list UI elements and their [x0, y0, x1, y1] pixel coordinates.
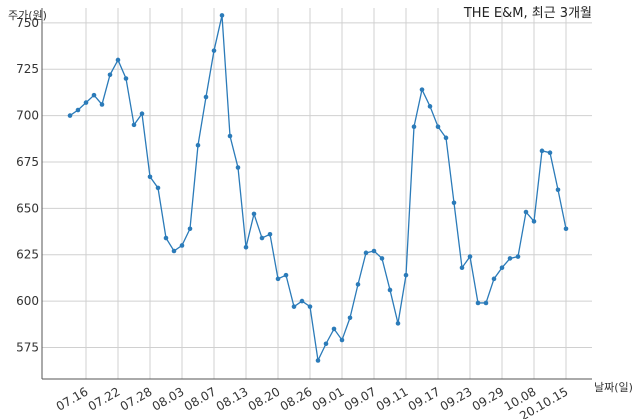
data-point [515, 254, 521, 259]
data-point [539, 148, 545, 154]
grid-lines [42, 8, 592, 379]
data-point [363, 250, 369, 256]
data-point [307, 304, 313, 309]
x-tick-label: 09.23 [438, 384, 475, 413]
data-point [451, 200, 457, 206]
chart-title: THE E&M, 최근 3개월 [463, 6, 592, 21]
data-point [499, 265, 505, 271]
data-point [435, 124, 441, 130]
y-tick-label: 675 [16, 155, 39, 169]
data-point [371, 248, 377, 254]
data-point [531, 219, 537, 224]
y-tick-label: 650 [16, 201, 39, 215]
x-tick-label: 09.29 [470, 384, 507, 413]
x-tick-label: 08.26 [278, 384, 315, 413]
data-point [67, 113, 73, 118]
x-tick-label: 08.03 [150, 384, 187, 413]
data-point [403, 272, 409, 278]
data-point [91, 92, 97, 98]
data-point [291, 304, 297, 309]
data-point [219, 13, 225, 18]
data-point [107, 72, 113, 78]
data-point [467, 254, 473, 259]
data-point [315, 358, 321, 363]
data-point [163, 235, 169, 241]
x-tick-label: 07.28 [118, 384, 155, 413]
data-point [347, 315, 353, 321]
x-tick-label: 08.13 [214, 384, 251, 413]
y-tick-label: 625 [16, 248, 39, 262]
data-point [339, 337, 345, 343]
data-point [427, 104, 433, 109]
data-point [123, 76, 129, 81]
data-point [171, 248, 177, 254]
data-point [251, 211, 257, 217]
data-point [331, 326, 337, 332]
data-point [443, 135, 449, 141]
x-axis-label: 날짜(일) [594, 380, 633, 394]
x-tick-label: 07.22 [86, 384, 123, 413]
x-tick-label: 08.07 [182, 384, 219, 413]
data-point [259, 235, 265, 241]
y-tick-labels: 575 600 625 650 675 700 725 750 [16, 16, 39, 355]
data-point [395, 321, 401, 326]
data-point [187, 226, 193, 232]
data-point [275, 276, 281, 282]
data-point [475, 300, 481, 306]
data-point [299, 298, 305, 304]
x-tick-label: 09.11 [374, 384, 411, 413]
data-point [115, 57, 121, 63]
data-point [203, 94, 209, 100]
y-tick-label: 575 [16, 340, 39, 354]
price-series [67, 13, 569, 363]
data-point [211, 48, 217, 53]
data-point [355, 282, 361, 287]
data-point [227, 133, 233, 139]
data-point [243, 244, 249, 250]
data-point [323, 341, 329, 347]
data-point [379, 256, 385, 261]
data-point [283, 272, 289, 278]
y-tick-label: 750 [16, 16, 39, 30]
data-point [83, 100, 89, 105]
x-tick-label: 07.16 [54, 384, 91, 413]
data-point [155, 185, 161, 191]
data-point [195, 142, 201, 148]
x-tick-label: 09.07 [342, 384, 379, 413]
data-point [483, 300, 489, 306]
data-point [491, 276, 497, 282]
y-tick-label: 700 [16, 109, 39, 123]
x-tick-label: 09.01 [310, 384, 347, 413]
data-point [139, 111, 145, 117]
y-axis-label: 주가(원) [8, 9, 47, 22]
x-tick-labels: 07.1607.2207.2808.0308.0708.1308.2008.26… [54, 384, 571, 419]
price-line [69, 15, 567, 363]
y-tick-label: 725 [16, 62, 39, 76]
data-point [75, 107, 81, 113]
data-point [547, 150, 553, 155]
data-point [99, 102, 105, 107]
data-point [411, 124, 417, 130]
data-point [507, 256, 513, 261]
data-point [131, 122, 137, 128]
x-tick-label: 08.20 [246, 384, 283, 413]
data-point [523, 209, 529, 215]
data-point [387, 287, 393, 293]
data-point [563, 226, 569, 232]
data-point [147, 174, 153, 180]
x-tick-label: 09.17 [406, 384, 443, 413]
data-point [419, 87, 425, 92]
axes [41, 8, 592, 380]
data-point [179, 243, 185, 248]
data-point [555, 187, 561, 193]
data-point [459, 265, 465, 271]
y-tick-label: 600 [16, 294, 39, 308]
data-point [267, 232, 273, 237]
data-point [235, 165, 241, 170]
